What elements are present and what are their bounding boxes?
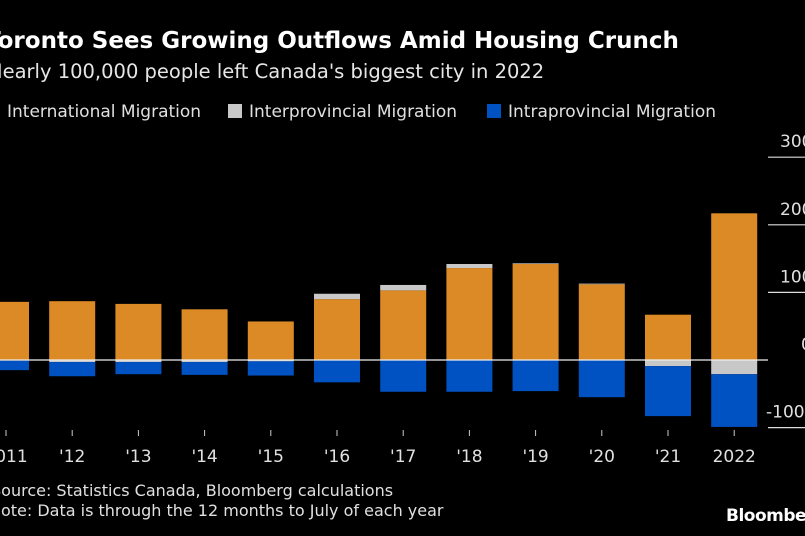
bar-intraprovincial <box>181 362 228 375</box>
bar-interprovincial <box>314 293 360 300</box>
bar-intraprovincial <box>645 366 691 417</box>
bar-international <box>578 284 625 360</box>
bar-international <box>49 301 96 360</box>
bar-interprovincial <box>645 360 691 367</box>
x-tick-label: '16 <box>324 447 350 467</box>
bloomberg-logo: Bloomberg <box>726 506 805 526</box>
bar-international <box>181 309 228 360</box>
legend-label: Intraprovincial Migration <box>508 102 716 122</box>
x-tick-label: '13 <box>125 447 151 467</box>
x-tick-label: '18 <box>456 447 482 467</box>
x-tick-label: '17 <box>390 447 416 467</box>
bar-intraprovincial <box>578 360 625 398</box>
x-tick-label: 2022 <box>713 447 756 467</box>
legend-interprovincial: Interprovincial Migration <box>228 102 457 122</box>
bar-interprovincial <box>115 360 162 363</box>
bar-international <box>512 264 559 360</box>
bar-intraprovincial <box>115 362 162 375</box>
chart-title: Toronto Sees Growing Outflows Amid Housi… <box>0 28 679 54</box>
legend-swatch <box>487 104 501 118</box>
bar-interprovincial <box>181 360 228 363</box>
bar-intraprovincial <box>512 360 559 392</box>
bar-intraprovincial <box>314 360 360 383</box>
bar-international <box>446 268 493 360</box>
bar-international <box>711 213 758 360</box>
source-note: Source: Statistics Canada, Bloomberg cal… <box>0 481 394 500</box>
bar-intraprovincial <box>247 361 294 376</box>
x-tick-label: '19 <box>522 447 548 467</box>
bar-intraprovincial <box>711 374 758 427</box>
bar-interprovincial <box>247 360 294 362</box>
legend-intraprovincial: Intraprovincial Migration <box>487 102 716 122</box>
x-tick-label: 2011 <box>0 447 28 467</box>
x-tick-label: '14 <box>191 447 217 467</box>
bar-international <box>247 321 294 360</box>
bar-intraprovincial <box>446 360 493 392</box>
legend-swatch <box>228 104 242 118</box>
bar-interprovincial <box>446 264 493 269</box>
bar-international <box>645 314 691 360</box>
bar-international <box>314 299 360 360</box>
bar-interprovincial <box>380 284 427 291</box>
x-tick-label: '15 <box>258 447 284 467</box>
bar-international <box>115 303 162 360</box>
bar-interprovincial <box>711 360 758 375</box>
footnote: Note: Data is through the 12 months to J… <box>0 501 444 520</box>
bar-intraprovincial <box>380 360 427 392</box>
x-tick-label: '12 <box>59 447 85 467</box>
legend-international: International Migration <box>0 102 201 122</box>
y-tick-label: 200K <box>780 200 805 220</box>
y-tick-label: 0 <box>801 335 805 355</box>
bar-interprovincial <box>578 283 625 285</box>
y-tick-label: 300K <box>780 132 805 152</box>
bar-international <box>380 290 427 360</box>
y-tick-label: 100K <box>780 267 805 287</box>
y-tick-label: -100K <box>766 403 805 423</box>
bar-international <box>0 301 29 360</box>
legend-label: Interprovincial Migration <box>249 102 458 122</box>
legend-label: International Migration <box>7 102 202 122</box>
bar-interprovincial <box>512 263 559 265</box>
chart-subtitle: Nearly 100,000 people left Canada's bigg… <box>0 60 545 83</box>
x-tick-label: '20 <box>589 447 615 467</box>
bar-intraprovincial <box>0 360 29 371</box>
bar-intraprovincial <box>49 362 96 377</box>
x-tick-label: '21 <box>655 447 681 467</box>
bar-interprovincial <box>49 360 96 363</box>
